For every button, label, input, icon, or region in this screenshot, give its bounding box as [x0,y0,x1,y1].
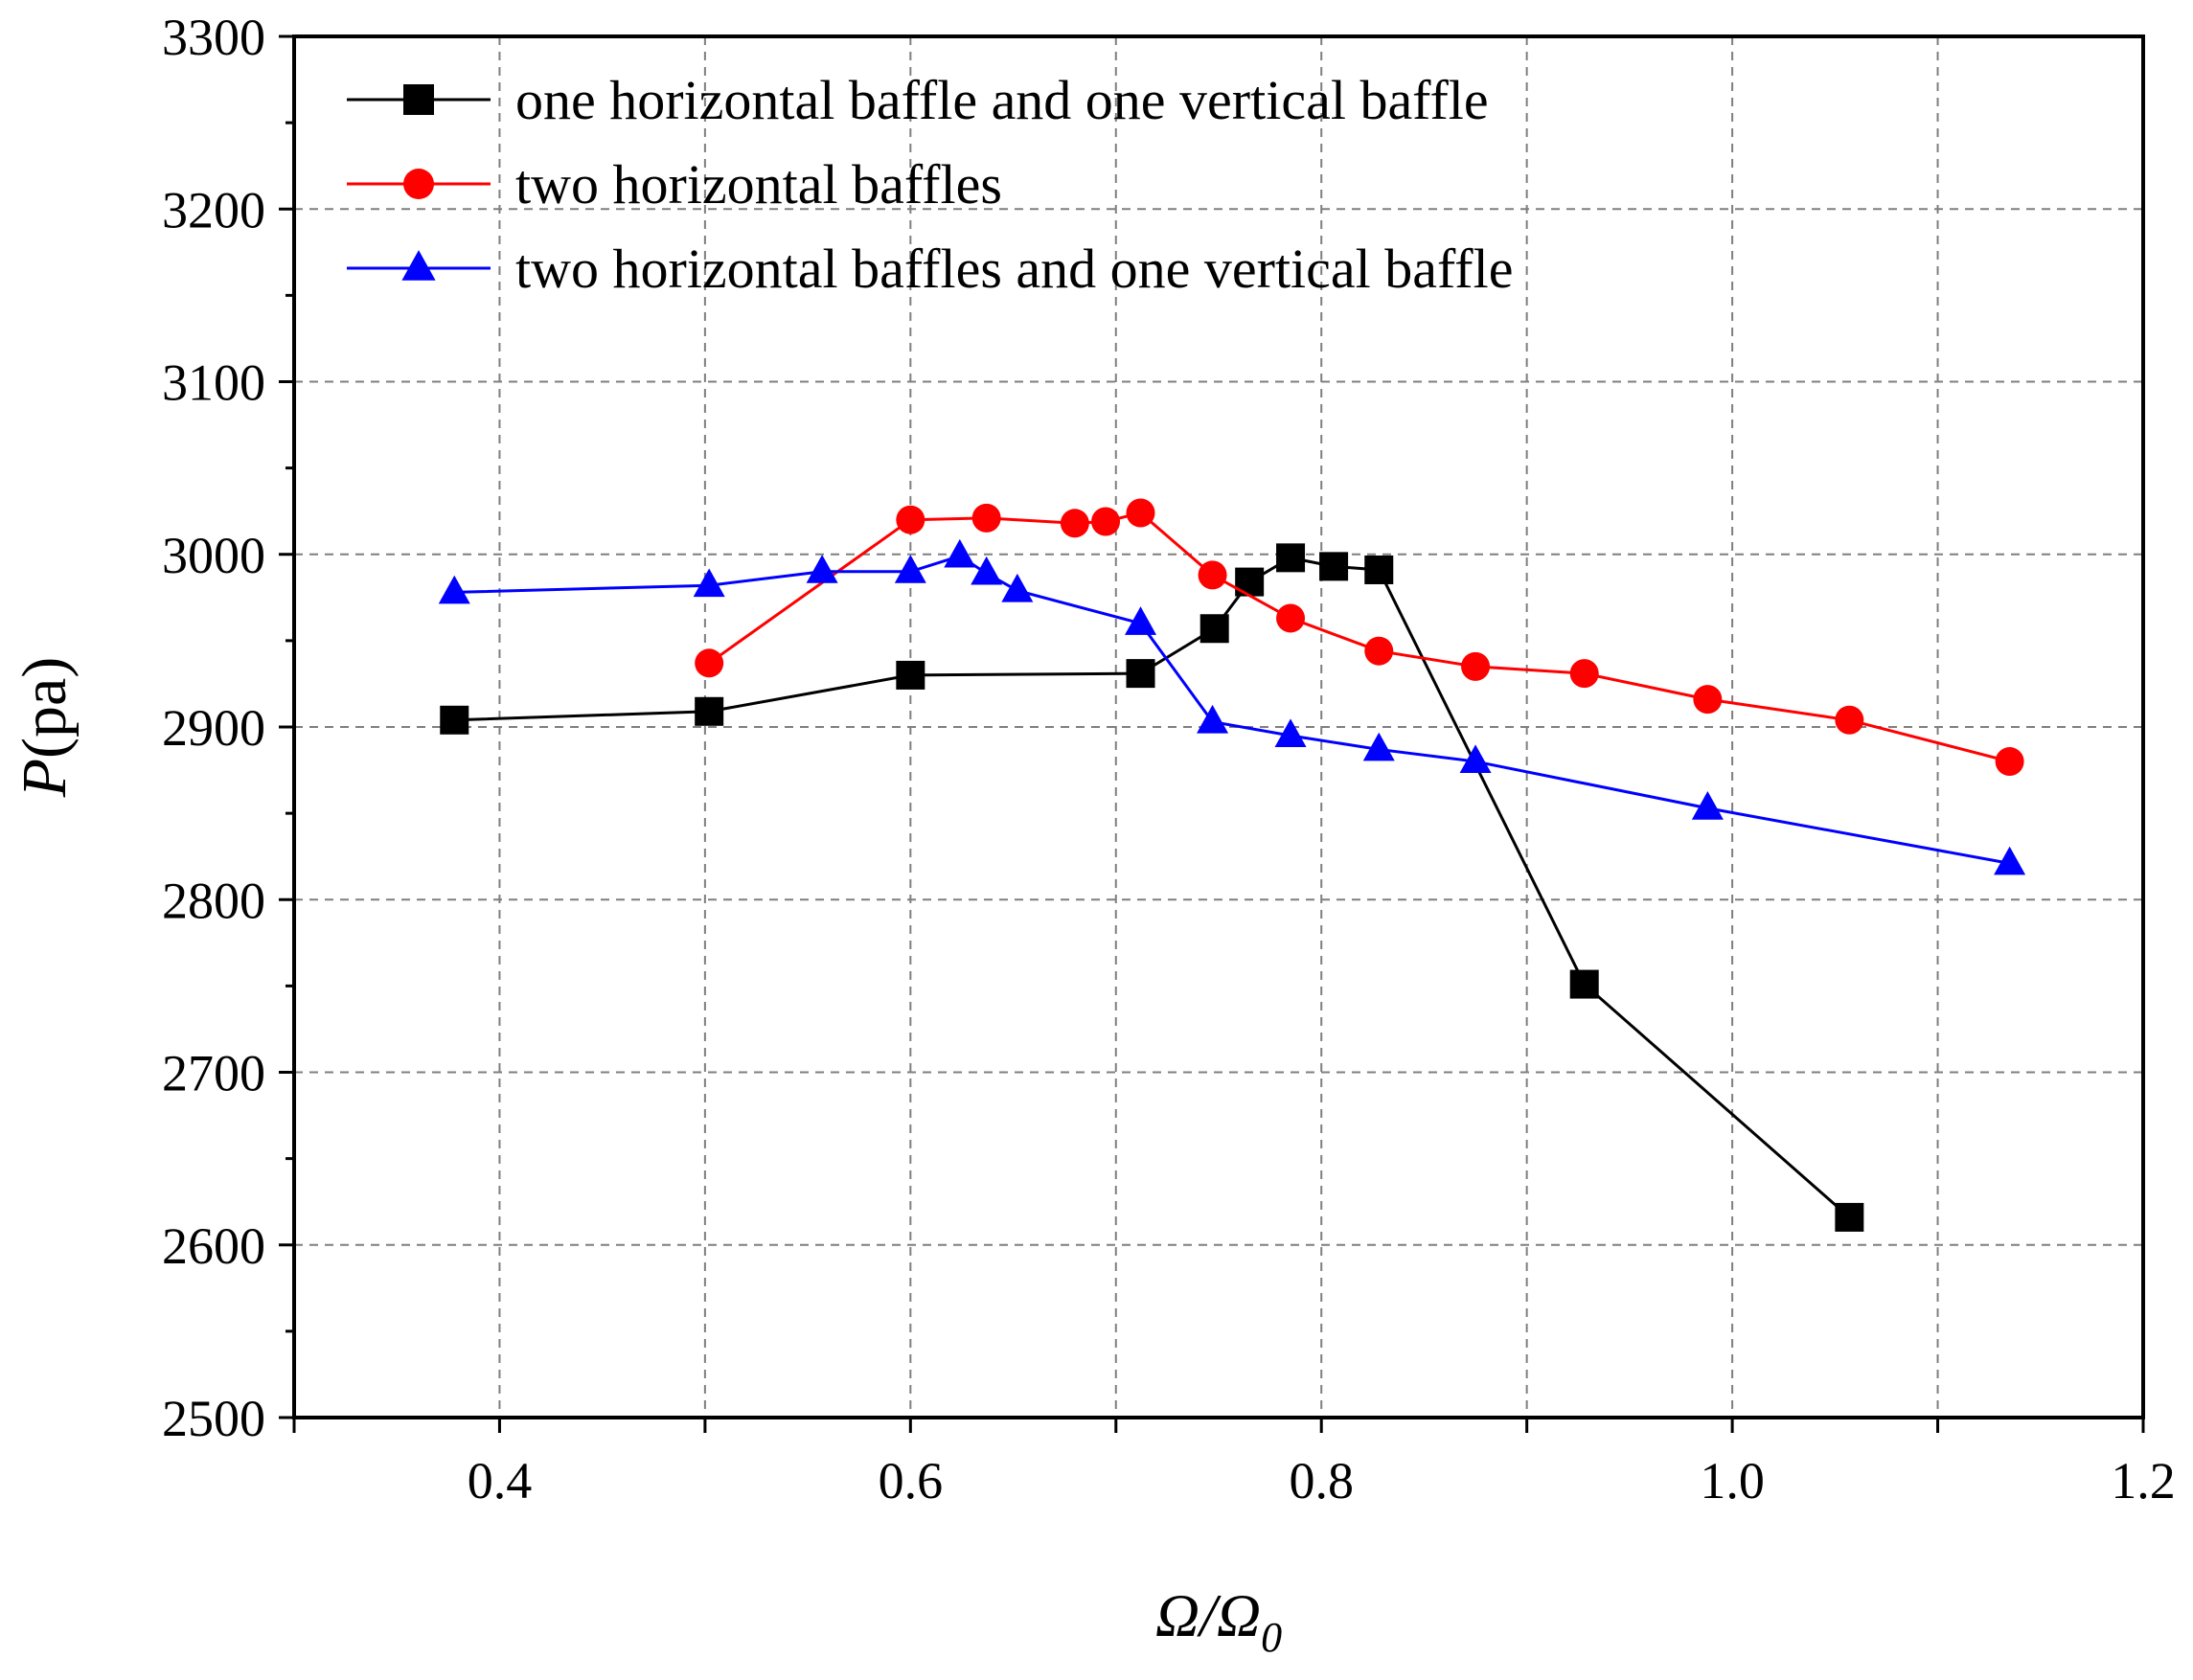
series-1-line [454,556,1851,1219]
series-3-point [438,575,470,604]
y-tick-label: 3200 [162,181,265,238]
series-2-point [1126,498,1155,528]
x-tick-label: 0.8 [1289,1452,1354,1510]
legend-label: two horizontal baffles [515,153,1002,216]
y-axis-title-variable: P [10,759,80,798]
y-axis-title: P(pa) [10,657,80,799]
y-tick-label: 2600 [162,1217,265,1275]
x-tick-label: 1.2 [2111,1452,2176,1510]
series-1-point [1276,543,1306,573]
series-3-point [1459,744,1492,774]
y-tick-label: 2900 [162,699,265,757]
y-tick-label: 2500 [162,1390,265,1447]
x-axis-title-main: Ω/Ω [1155,1581,1261,1649]
legend-marker-square [403,84,434,115]
series-3-point [806,555,838,583]
series-3-point [1994,846,2026,875]
series-2-point [1091,507,1121,536]
series-1-point [1569,969,1599,999]
series-2-point [971,503,1001,533]
series-2-point [1461,651,1491,681]
x-tick-label: 0.4 [468,1452,533,1510]
series-3-line [454,554,2010,865]
y-tick-label: 2700 [162,1045,265,1102]
series-1-point [1126,659,1155,689]
series-layer [438,498,2026,1232]
x-axis-title-subscript: 0 [1261,1614,1282,1661]
series-1-point [896,660,925,690]
series-1-point [1319,552,1349,581]
legend-marker-circle [403,169,434,199]
series-3-point [971,556,1003,585]
series-2-point [1835,705,1864,735]
legend-item-2: two horizontal baffles [347,153,1002,216]
y-tick-label: 3100 [162,354,265,412]
series-3-point [1001,573,1034,602]
x-tick-label: 0.6 [879,1452,944,1510]
series-3 [438,538,2026,875]
series-2-point [1693,685,1723,715]
series-1 [440,543,1864,1232]
series-1-point [1235,567,1265,597]
x-axis-title: Ω/Ω0 [1155,1581,1282,1661]
series-2-point [1569,659,1599,689]
series-2-point [1060,509,1089,538]
series-3-point [894,555,926,583]
series-1-point [1835,1202,1864,1232]
series-2-point [1364,636,1394,666]
y-tick-label: 3000 [162,527,265,584]
series-3-point [1125,606,1157,635]
x-tick-label: 1.0 [1700,1452,1765,1510]
legend-label: one horizontal baffle and one vertical b… [515,69,1489,131]
legend-marker-triangle [401,250,436,281]
series-3-point [1691,791,1724,820]
series-2-line [708,511,2010,763]
series-1-point [695,696,724,726]
series-3-point [1362,732,1395,761]
series-1-point [1199,614,1229,644]
series-3-point [944,538,976,568]
tick-layer: 0.4 0.6 0.8 1.0 1.2 2500 2600 2700 2800 2900 3000 3… [162,9,2176,1510]
series-3-point [1197,704,1229,734]
grid-layer [294,36,2143,1418]
series-2-point [1198,560,1227,590]
y-tick-label: 3300 [162,9,265,66]
y-axis-title-unit: (pa) [10,657,80,759]
series-1-point [1364,555,1394,584]
series-2-point [1276,603,1306,633]
series-1-point [440,705,469,735]
legend: one horizontal baffle and one vertical b… [347,69,1513,300]
legend-label: two horizontal baffles and one vertical … [515,238,1513,300]
series-2-point [1995,747,2024,777]
series-2-point [695,648,724,678]
series-3-point [1274,718,1307,747]
legend-item-1: one horizontal baffle and one vertical b… [347,69,1489,131]
y-tick-label: 2800 [162,872,265,929]
series-2-point [896,505,925,534]
series-2 [695,498,2024,777]
axis-titles: P(pa) Ω/Ω0 [10,657,1282,1661]
legend-item-3: two horizontal baffles and one vertical … [347,238,1513,300]
series-3-point [693,568,725,598]
